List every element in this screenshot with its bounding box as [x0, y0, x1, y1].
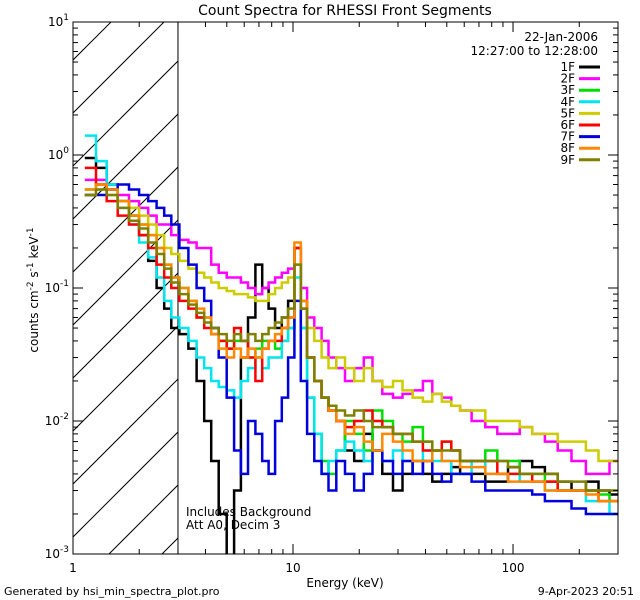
hatch-line	[268, 0, 640, 554]
annotation-background: Includes Background	[186, 505, 311, 519]
x-tick-labels: 1 10 100	[69, 561, 524, 575]
hatch-line	[73, 22, 112, 61]
legend-label-8F: 8F	[560, 141, 575, 155]
hatch-line	[73, 219, 178, 326]
series-7F	[84, 183, 618, 516]
y-tick-label: 100	[48, 146, 69, 162]
x-axis-label: Energy (keV)	[306, 576, 383, 590]
y-axis-label: counts cm-2 s-1 keV-1	[26, 227, 41, 352]
observation-date: 22-Jan-2006	[524, 30, 598, 44]
footer-generated-by: Generated by hsi_min_spectra_plot.pro	[4, 585, 220, 598]
legend-label-5F: 5F	[560, 106, 575, 120]
series-3F	[84, 183, 618, 503]
legend-label-9F: 9F	[560, 153, 575, 167]
x-tick-label: 100	[502, 561, 525, 575]
legend-label-4F: 4F	[560, 95, 575, 109]
x-tick-label: 1	[69, 561, 77, 575]
legend-label-7F: 7F	[560, 130, 575, 144]
series-1F	[84, 156, 618, 554]
series-2F	[84, 178, 618, 476]
legend-label-2F: 2F	[560, 72, 575, 86]
hatch-line	[73, 166, 178, 273]
series-lines	[84, 134, 618, 554]
y-tick-label: 10-1	[45, 279, 69, 295]
axis-ticks	[72, 21, 619, 555]
footer-timestamp: 9-Apr-2023 20:51	[538, 585, 634, 598]
series-4F	[84, 134, 618, 516]
excluded-energy-hatch	[0, 0, 640, 554]
y-tick-label: 10-3	[45, 545, 69, 561]
legend-label-3F: 3F	[560, 83, 575, 97]
legend-label-6F: 6F	[560, 118, 575, 132]
series-9F	[84, 188, 618, 492]
hatch-line	[73, 60, 178, 167]
hatch-line	[73, 22, 165, 114]
legend-label-1F: 1F	[560, 60, 575, 74]
hatch-line	[73, 378, 178, 485]
hatch-line	[586, 0, 640, 554]
hatch-line	[321, 0, 640, 554]
y-tick-labels: 10-3 10-2 10-1 100 101	[45, 13, 70, 561]
chart-title: Count Spectra for RHESSI Front Segments	[198, 3, 492, 19]
annotation-attenuator: Att A0, Decim 3	[186, 518, 280, 532]
y-tick-label: 101	[48, 13, 69, 29]
hatch-line	[73, 431, 178, 538]
x-tick-label: 10	[285, 561, 300, 575]
hatch-line	[0, 0, 126, 554]
observation-time-range: 12:27:00 to 12:28:00	[471, 44, 598, 58]
series-8F	[84, 183, 618, 503]
y-tick-label: 10-2	[45, 412, 69, 428]
